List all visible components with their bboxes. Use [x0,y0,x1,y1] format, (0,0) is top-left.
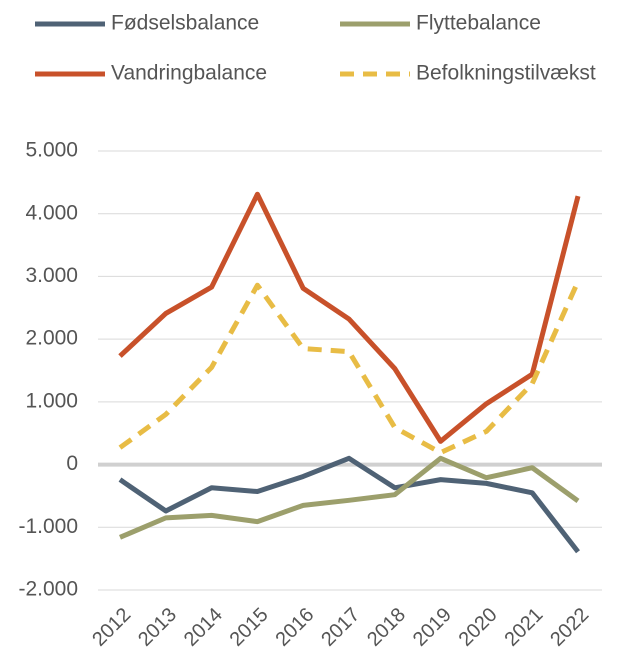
x-tick-label: 2013 [134,604,181,651]
line-series [118,191,581,444]
y-tick-label: 5.000 [25,139,78,162]
y-tick-label: -1.000 [18,515,78,538]
line-series [118,455,580,554]
y-tick-label: 1.000 [25,389,78,412]
x-tick-label: 2014 [180,604,227,651]
y-tick-label: 2.000 [25,327,78,350]
x-tick-label: 2019 [409,604,456,651]
legend-label: Vandringbalance [111,62,267,85]
y-tick-label: 0 [66,452,78,475]
x-tick-label: 2018 [363,604,410,651]
x-tick-label: 2017 [317,604,364,651]
x-tick-label: 2012 [88,604,135,651]
x-tick-label: 2022 [546,604,593,651]
legend-label: Fødselsbalance [111,12,259,35]
y-tick-label: 4.000 [25,201,78,224]
x-tick-label: 2021 [500,604,547,651]
legend-label: Befolkningstilvækst [416,62,596,85]
x-tick-label: 2020 [455,604,502,651]
y-tick-label: 3.000 [25,264,78,287]
y-tick-label: -2.000 [18,578,78,601]
x-tick-label: 2016 [271,604,318,651]
x-tick-label: 2015 [226,604,273,651]
line-series [118,280,581,456]
line-series [119,455,580,540]
legend-label: Flyttebalance [416,12,541,35]
